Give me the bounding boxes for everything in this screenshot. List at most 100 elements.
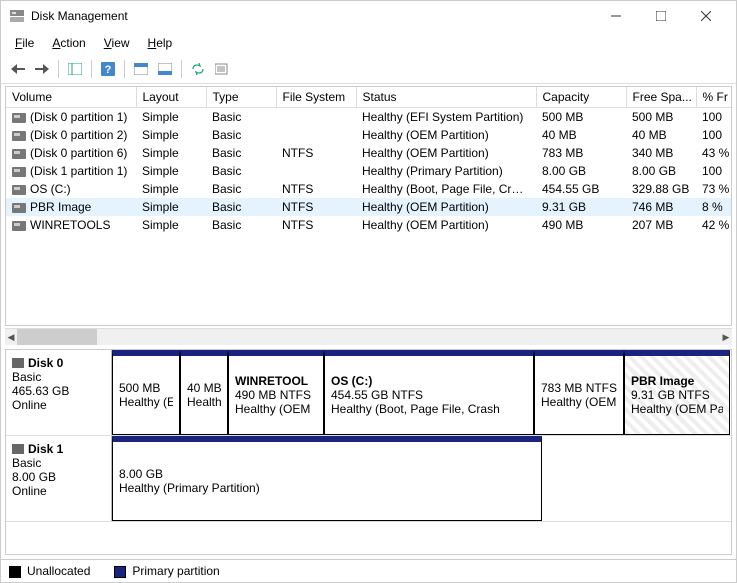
cell-fs: NTFS xyxy=(276,144,356,162)
cell-pctfree: 73 % xyxy=(696,180,732,198)
cell-fs: NTFS xyxy=(276,180,356,198)
toolbar-separator xyxy=(58,60,59,78)
cell-fs xyxy=(276,162,356,180)
cell-capacity: 454.55 GB xyxy=(536,180,626,198)
view-top-button[interactable] xyxy=(130,59,152,79)
table-row[interactable]: PBR ImageSimpleBasicNTFSHealthy (OEM Par… xyxy=(6,198,732,216)
cell-volume: (Disk 0 partition 6) xyxy=(6,144,136,162)
cell-status: Healthy (Boot, Page File, Cras... xyxy=(356,180,536,198)
scroll-thumb[interactable] xyxy=(17,329,97,345)
toolbar-separator xyxy=(91,60,92,78)
cell-fs: NTFS xyxy=(276,198,356,216)
table-row[interactable]: WINRETOOLSSimpleBasicNTFSHealthy (OEM Pa… xyxy=(6,216,732,234)
cell-free: 500 MB xyxy=(626,108,696,127)
col-status[interactable]: Status xyxy=(356,87,536,108)
col-layout[interactable]: Layout xyxy=(136,87,206,108)
partition[interactable]: 8.00 GBHealthy (Primary Partition) xyxy=(112,436,542,521)
partition-status: Healthy (Boot, Page File, Crash xyxy=(331,402,527,416)
cell-volume: WINRETOOLS xyxy=(6,216,136,234)
volume-list-scrollbar[interactable]: ◀ ▶ xyxy=(5,328,732,345)
cell-fs: NTFS xyxy=(276,216,356,234)
col-free[interactable]: Free Spa... xyxy=(626,87,696,108)
volume-icon xyxy=(12,221,26,231)
menu-file[interactable]: File xyxy=(7,33,42,53)
partition-size: 490 MB NTFS xyxy=(235,388,317,402)
partition-size: 40 MB xyxy=(187,381,221,395)
cell-volume: OS (C:) xyxy=(6,180,136,198)
scroll-left-icon[interactable]: ◀ xyxy=(5,329,17,345)
col-volume[interactable]: Volume xyxy=(6,87,136,108)
menu-view[interactable]: View xyxy=(96,33,138,53)
menu-action[interactable]: Action xyxy=(44,33,93,53)
volume-list-pane: VolumeLayoutTypeFile SystemStatusCapacit… xyxy=(5,86,732,326)
cell-pctfree: 42 % xyxy=(696,216,732,234)
table-row[interactable]: (Disk 0 partition 1)SimpleBasicHealthy (… xyxy=(6,108,732,127)
forward-button[interactable] xyxy=(31,59,53,79)
show-hide-tree-button[interactable] xyxy=(64,59,86,79)
cell-free: 40 MB xyxy=(626,126,696,144)
maximize-button[interactable] xyxy=(638,2,683,30)
partition-label: OS (C:) xyxy=(331,374,527,388)
app-icon xyxy=(9,8,25,24)
titlebar: Disk Management xyxy=(1,1,736,31)
help-button[interactable]: ? xyxy=(97,59,119,79)
minimize-button[interactable] xyxy=(593,2,638,30)
disk-row: Disk 0Basic465.63 GBOnline500 MBHealthy … xyxy=(6,350,731,436)
refresh-button[interactable] xyxy=(187,59,209,79)
disk-name: Disk 0 xyxy=(28,356,63,370)
cell-layout: Simple xyxy=(136,144,206,162)
partition-size: 454.55 GB NTFS xyxy=(331,388,527,402)
disk-info[interactable]: Disk 1Basic8.00 GBOnline xyxy=(6,436,112,521)
close-button[interactable] xyxy=(683,2,728,30)
disk-info[interactable]: Disk 0Basic465.63 GBOnline xyxy=(6,350,112,435)
legend: Unallocated Primary partition xyxy=(1,559,736,582)
partition[interactable]: OS (C:)454.55 GB NTFSHealthy (Boot, Page… xyxy=(324,350,534,435)
cell-volume: (Disk 0 partition 1) xyxy=(6,108,136,127)
col-type[interactable]: Type xyxy=(206,87,276,108)
view-bottom-button[interactable] xyxy=(154,59,176,79)
disk-row: Disk 1Basic8.00 GBOnline8.00 GBHealthy (… xyxy=(6,436,731,522)
col-pctfree[interactable]: % Fr xyxy=(696,87,732,108)
cell-type: Basic xyxy=(206,198,276,216)
partition[interactable]: 40 MBHealth xyxy=(180,350,228,435)
back-button[interactable] xyxy=(7,59,29,79)
volume-table: VolumeLayoutTypeFile SystemStatusCapacit… xyxy=(6,87,732,234)
table-row[interactable]: (Disk 1 partition 1)SimpleBasicHealthy (… xyxy=(6,162,732,180)
partition[interactable]: WINRETOOL490 MB NTFSHealthy (OEM xyxy=(228,350,324,435)
partition[interactable]: PBR Image9.31 GB NTFSHealthy (OEM Partit… xyxy=(624,350,730,435)
table-row[interactable]: (Disk 0 partition 6)SimpleBasicNTFSHealt… xyxy=(6,144,732,162)
cell-fs xyxy=(276,126,356,144)
partition-status: Health xyxy=(187,395,221,409)
properties-button[interactable] xyxy=(211,59,233,79)
cell-type: Basic xyxy=(206,126,276,144)
volume-icon xyxy=(12,185,26,195)
cell-pctfree: 100 xyxy=(696,126,732,144)
toolbar-separator xyxy=(181,60,182,78)
table-row[interactable]: OS (C:)SimpleBasicNTFSHealthy (Boot, Pag… xyxy=(6,180,732,198)
partition[interactable]: 500 MBHealthy (EFI S xyxy=(112,350,180,435)
cell-layout: Simple xyxy=(136,126,206,144)
window-title: Disk Management xyxy=(31,9,593,23)
table-row[interactable]: (Disk 0 partition 2)SimpleBasicHealthy (… xyxy=(6,126,732,144)
cell-volume: (Disk 1 partition 1) xyxy=(6,162,136,180)
cell-type: Basic xyxy=(206,144,276,162)
cell-status: Healthy (OEM Partition) xyxy=(356,216,536,234)
disk-icon xyxy=(12,444,24,454)
partition-status: Healthy (EFI S xyxy=(119,395,173,409)
partition[interactable]: 783 MB NTFSHealthy (OEM xyxy=(534,350,624,435)
disk-type: Basic xyxy=(12,456,105,470)
volume-icon xyxy=(12,167,26,177)
col-capacity[interactable]: Capacity xyxy=(536,87,626,108)
cell-capacity: 783 MB xyxy=(536,144,626,162)
cell-free: 207 MB xyxy=(626,216,696,234)
scroll-right-icon[interactable]: ▶ xyxy=(720,329,732,345)
cell-status: Healthy (EFI System Partition) xyxy=(356,108,536,127)
col-fs[interactable]: File System xyxy=(276,87,356,108)
volume-icon xyxy=(12,131,26,141)
menu-help[interactable]: Help xyxy=(140,33,181,53)
disk-status: Online xyxy=(12,398,105,412)
partition-container: 500 MBHealthy (EFI S40 MBHealthWINRETOOL… xyxy=(112,350,731,435)
partition-status: Healthy (OEM xyxy=(541,395,617,409)
partition-size: 9.31 GB NTFS xyxy=(631,388,723,402)
partition-status: Healthy (OEM Partitio xyxy=(631,402,723,416)
